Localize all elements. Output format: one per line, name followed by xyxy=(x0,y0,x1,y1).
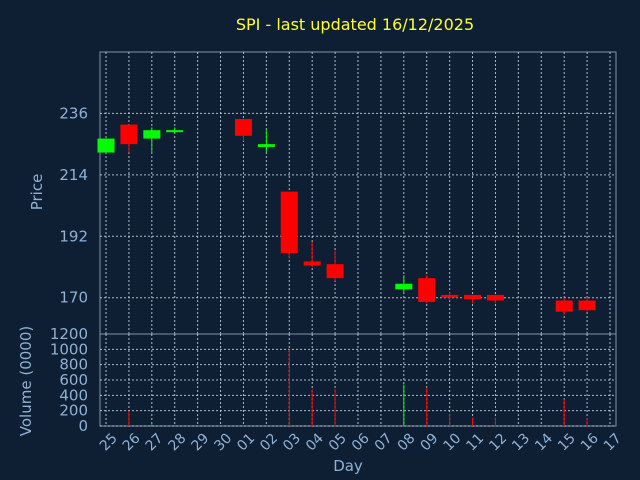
price-tick-label: 170 xyxy=(59,289,88,307)
candle-body xyxy=(441,294,459,298)
candle-body xyxy=(257,144,275,147)
chart-title: SPI - last updated 16/12/2025 xyxy=(236,15,474,34)
candle-body xyxy=(97,138,115,153)
price-axis-label: Price xyxy=(28,174,46,211)
price-tick-label: 192 xyxy=(59,227,88,245)
candle-body xyxy=(143,130,161,139)
candle-body xyxy=(234,119,252,136)
candle-body xyxy=(166,130,184,133)
x-axis-label: Day xyxy=(333,457,363,475)
volume-tick-label: 200 xyxy=(59,402,88,420)
candle-body xyxy=(395,283,413,290)
volume-tick-label: 400 xyxy=(59,386,88,404)
candle-body xyxy=(418,278,436,302)
volume-tick-label: 600 xyxy=(59,371,88,389)
price-panel: 170 192 214 236 xyxy=(59,51,617,335)
candle-body xyxy=(326,264,344,279)
volume-axis-label: Volume (0000) xyxy=(17,326,35,436)
candle-body xyxy=(120,124,138,145)
candle-body xyxy=(555,300,573,312)
price-tick-label: 214 xyxy=(59,166,88,184)
volume-tick-label: 0 xyxy=(78,417,88,435)
volume-tick-label: 800 xyxy=(59,356,88,374)
candle-body xyxy=(280,191,298,254)
volume-tick-label: 1200 xyxy=(50,325,88,343)
candle-body xyxy=(303,261,321,266)
price-tick-label: 236 xyxy=(59,104,88,122)
volume-tick-label: 1000 xyxy=(50,340,88,358)
candle-body xyxy=(486,294,504,301)
candle-body xyxy=(464,294,482,300)
candle-body xyxy=(578,300,596,311)
